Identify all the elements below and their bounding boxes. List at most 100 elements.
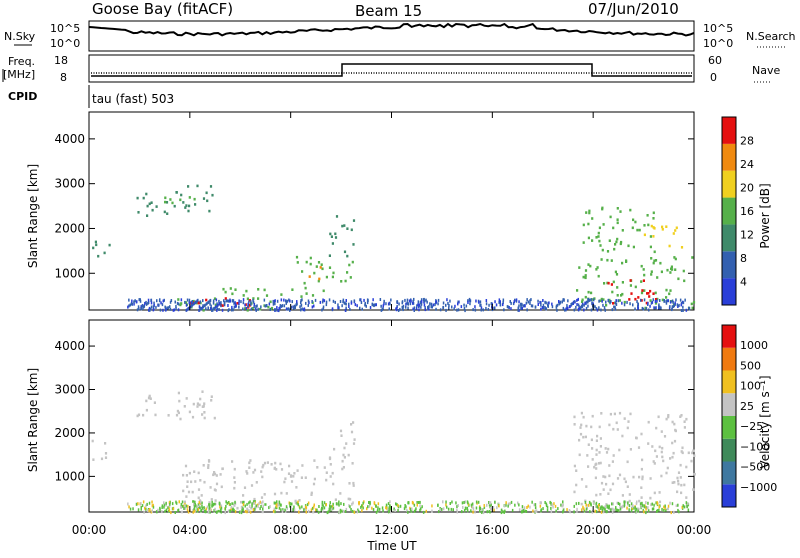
power-cell xyxy=(445,308,447,312)
velocity-cell xyxy=(623,417,626,420)
velocity-cell xyxy=(651,445,654,448)
velocity-cell xyxy=(347,497,350,501)
power-cell xyxy=(656,299,658,303)
power-cell xyxy=(402,304,405,308)
freq-panel: Freq. [MHz] 18 8 60 0 Nave CPID tau (fas… xyxy=(2,54,780,108)
velocity-cell xyxy=(584,435,587,439)
velocity-cell xyxy=(328,456,332,459)
velocity-cell xyxy=(431,509,433,513)
power-cell xyxy=(323,299,326,303)
velocity-cell xyxy=(626,460,629,464)
velocity-cell xyxy=(213,471,216,474)
power-cell xyxy=(187,185,190,188)
velocity-cell xyxy=(655,455,658,458)
power-cell xyxy=(643,289,646,292)
velocity-cell xyxy=(348,504,350,508)
velocity-cell xyxy=(230,505,233,509)
nave-tick-high: 60 xyxy=(708,54,722,67)
velocity-cell xyxy=(514,503,516,507)
power-cell xyxy=(300,308,302,312)
velocity-cell xyxy=(127,502,129,506)
velocity-cell xyxy=(417,501,420,504)
velocity-cell xyxy=(161,510,163,514)
power-cell xyxy=(467,299,469,303)
velocity-cell xyxy=(410,509,413,513)
power-cell xyxy=(196,184,199,188)
power-cell xyxy=(542,306,545,310)
velocity-cell xyxy=(472,507,475,511)
velocity-cell xyxy=(500,511,503,515)
power-cell xyxy=(396,305,398,308)
power-cell xyxy=(591,217,594,220)
velocity-cell xyxy=(253,468,257,472)
velocity-cell xyxy=(219,508,222,512)
velocity-cell xyxy=(325,478,328,482)
velocity-cell xyxy=(640,467,643,471)
power-cell xyxy=(255,308,257,312)
velocity-cell xyxy=(616,477,620,480)
velocity-cell xyxy=(165,503,167,507)
velocity-cell xyxy=(626,426,629,430)
velocity-cell xyxy=(534,509,536,513)
velocity-cell xyxy=(201,504,203,508)
velocity-cell xyxy=(643,510,645,514)
power-cell xyxy=(665,288,668,292)
velocity-cell xyxy=(343,502,345,506)
velocity-cell xyxy=(420,507,422,511)
velocity-cell xyxy=(312,510,315,514)
power-cell xyxy=(585,300,588,304)
power-cell xyxy=(428,304,430,308)
power-cell xyxy=(667,299,669,303)
power-cell xyxy=(521,306,523,310)
power-cell xyxy=(629,284,632,287)
velocity-cell xyxy=(475,500,478,504)
power-cell xyxy=(637,302,639,306)
velocity-cell xyxy=(602,488,605,491)
power-cell xyxy=(603,306,606,310)
power-cell xyxy=(437,298,440,302)
velocity-cell xyxy=(557,507,559,511)
velocity-cell xyxy=(205,510,207,514)
velocity-cell xyxy=(154,413,157,417)
velocity-cell xyxy=(446,505,448,509)
power-cell xyxy=(274,302,276,306)
power-cell xyxy=(613,305,615,309)
power-cell xyxy=(359,306,361,310)
velocity-cell xyxy=(213,416,216,420)
power-cell xyxy=(537,299,539,303)
power-cell xyxy=(361,307,363,311)
velocity-cell xyxy=(431,504,433,508)
velocity-cell xyxy=(663,505,665,509)
velocity-cell xyxy=(243,486,247,489)
power-cell xyxy=(485,302,488,306)
power-cell xyxy=(599,244,602,247)
power-cell xyxy=(584,276,587,280)
power-cell xyxy=(448,306,450,310)
power-cell xyxy=(313,304,315,308)
velocity-cell xyxy=(598,462,601,465)
power-cell xyxy=(242,294,245,297)
nsky-trace xyxy=(88,22,695,37)
velocity-cell xyxy=(679,415,682,418)
power-cell xyxy=(280,293,283,296)
power-cell xyxy=(139,298,141,302)
velocity-cell xyxy=(525,510,528,513)
velocity-cell xyxy=(639,502,642,506)
velocity-cell xyxy=(305,510,307,514)
power-cell xyxy=(406,298,409,302)
velocity-cell xyxy=(503,504,506,508)
power-cell xyxy=(221,304,224,307)
power-cell xyxy=(672,305,675,308)
power-cell xyxy=(591,298,594,301)
power-cell xyxy=(300,299,302,303)
power-cell xyxy=(654,302,658,305)
power-cell xyxy=(423,299,426,303)
power-cell xyxy=(209,185,213,188)
power-cell xyxy=(308,301,310,305)
power-cell xyxy=(602,298,605,301)
velocity-cell xyxy=(676,490,679,494)
velocity-cell xyxy=(586,454,589,457)
velocity-cell xyxy=(425,509,427,513)
power-cell xyxy=(264,304,266,308)
power-cell xyxy=(416,304,418,308)
